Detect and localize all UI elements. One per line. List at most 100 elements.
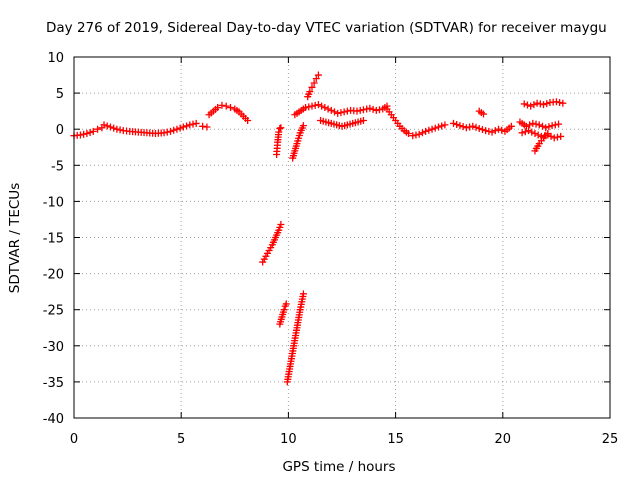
data-point	[160, 129, 168, 137]
data-point	[409, 132, 417, 140]
data-point	[116, 126, 124, 134]
data-point	[376, 106, 384, 114]
data-point	[321, 104, 329, 112]
data-point	[203, 123, 211, 131]
data-point	[533, 99, 541, 107]
data-point	[310, 79, 318, 87]
data-point	[551, 121, 559, 129]
data-point	[176, 124, 184, 132]
data-point	[314, 71, 322, 79]
data-point	[425, 126, 433, 134]
data-point	[535, 121, 543, 129]
data-point	[545, 123, 553, 131]
data-point	[359, 106, 367, 114]
data-point	[418, 129, 426, 137]
data-point	[334, 109, 342, 117]
x-tick-label: 25	[602, 432, 619, 447]
data-point	[311, 101, 319, 109]
data-point	[324, 105, 332, 113]
y-axis-label: SDTVAR / TECUs	[7, 183, 23, 293]
data-point	[527, 102, 535, 110]
data-point	[520, 100, 528, 108]
data-point	[550, 134, 558, 142]
data-point	[482, 127, 490, 135]
data-point	[183, 122, 191, 130]
data-point	[518, 129, 526, 137]
y-tick-label: -5	[51, 159, 64, 174]
x-tick-label: 15	[387, 432, 404, 447]
data-point	[491, 127, 499, 135]
data-point	[277, 221, 285, 229]
data-point	[428, 125, 436, 133]
data-point	[94, 125, 102, 133]
data-point	[312, 75, 320, 83]
data-point	[462, 124, 470, 132]
data-point	[495, 125, 503, 133]
data-point	[280, 306, 288, 314]
data-point	[276, 124, 284, 132]
data-point	[553, 133, 561, 141]
data-point	[277, 124, 285, 132]
data-point	[199, 122, 207, 130]
data-point	[557, 132, 565, 140]
data-point	[189, 120, 197, 128]
data-point	[227, 104, 235, 112]
data-point	[299, 122, 307, 130]
data-point	[469, 122, 477, 130]
data-point	[412, 131, 420, 139]
y-tick-label: -40	[43, 412, 64, 427]
data-point	[478, 126, 486, 134]
data-point	[488, 128, 496, 136]
data-point	[363, 105, 371, 113]
data-point	[548, 122, 556, 130]
data-point	[441, 121, 449, 129]
data-point	[507, 122, 515, 130]
data-point	[529, 119, 537, 127]
data-point	[544, 130, 552, 138]
y-tick-labels: -40 -35 -30 -25 -20 -15 -10 -5 0 5 10	[43, 51, 64, 427]
data-point	[415, 130, 423, 138]
data-point	[106, 123, 114, 131]
y-tick-label: 10	[47, 51, 64, 66]
data-point	[327, 106, 335, 114]
data-point	[340, 108, 348, 116]
data-point	[543, 100, 551, 108]
data-point	[330, 108, 338, 116]
data-point	[186, 121, 194, 129]
data-point	[318, 102, 326, 110]
data-point	[540, 101, 548, 109]
data-point	[308, 83, 316, 91]
data-point	[179, 123, 187, 131]
data-point	[244, 117, 252, 125]
data-point	[359, 117, 367, 125]
data-point	[521, 128, 529, 136]
axis-ticks	[73, 56, 611, 419]
data-point	[536, 100, 544, 108]
data-point	[538, 122, 546, 130]
y-tick-label: 5	[56, 87, 64, 102]
data-point	[299, 290, 307, 298]
data-point	[89, 127, 97, 135]
y-tick-label: -10	[43, 195, 64, 210]
data-point	[100, 121, 108, 129]
data-point	[356, 106, 364, 114]
x-tick-label: 0	[70, 432, 78, 447]
data-point	[431, 124, 439, 132]
data-point	[530, 101, 538, 109]
data-point	[485, 127, 493, 135]
data-point	[459, 123, 467, 131]
data-point	[166, 127, 174, 135]
data-point	[343, 107, 351, 115]
data-point	[305, 103, 313, 111]
data-point	[282, 300, 290, 308]
data-point	[475, 124, 483, 132]
data-point	[306, 88, 314, 96]
data-point	[308, 102, 316, 110]
data-point	[456, 122, 464, 130]
data-points	[70, 71, 567, 386]
data-point	[531, 130, 539, 138]
y-tick-label: -35	[43, 376, 64, 391]
data-point	[556, 98, 564, 106]
